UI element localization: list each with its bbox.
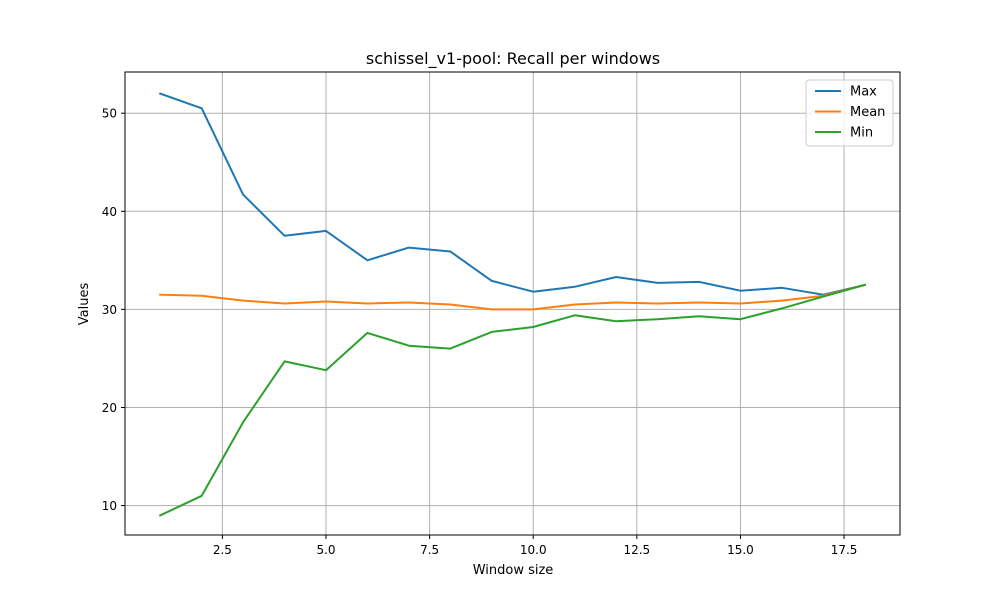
- grid: [125, 72, 900, 535]
- series-line-mean: [159, 283, 867, 311]
- x-tick-label: 12.5: [623, 543, 650, 557]
- y-tick-label: 50: [102, 107, 117, 121]
- x-tick-label: 2.5: [213, 543, 232, 557]
- y-tick-label: 10: [102, 499, 117, 513]
- legend-box: [805, 79, 894, 147]
- series-lines: [158, 92, 867, 517]
- x-tick-label: 15.0: [727, 543, 754, 557]
- chart-title: schissel_v1-pool: Recall per windows: [366, 49, 660, 69]
- y-tick-label: 30: [102, 303, 117, 317]
- legend-label-min: Min: [850, 126, 873, 141]
- y-axis-ticks: 10 20 30 40 50: [102, 107, 125, 513]
- x-tick-label: 10.0: [520, 543, 547, 557]
- x-tick-label: 17.5: [831, 543, 858, 557]
- legend: Max Mean Min: [805, 79, 894, 147]
- x-axis-label: Window size: [473, 563, 554, 578]
- y-tick-label: 40: [102, 205, 117, 219]
- x-axis-ticks: 2.5 5.0 7.5 10.0 12.5 15.0 17.5: [213, 535, 858, 557]
- series-line-max: [158, 92, 867, 296]
- legend-label-mean: Mean: [850, 105, 885, 120]
- series-line-min: [158, 283, 867, 517]
- y-axis-label: Values: [77, 283, 92, 326]
- legend-label-max: Max: [850, 85, 877, 100]
- plot-area-frame: [124, 71, 901, 536]
- y-tick-label: 20: [102, 401, 117, 415]
- x-tick-label: 7.5: [420, 543, 439, 557]
- x-tick-label: 5.0: [316, 543, 335, 557]
